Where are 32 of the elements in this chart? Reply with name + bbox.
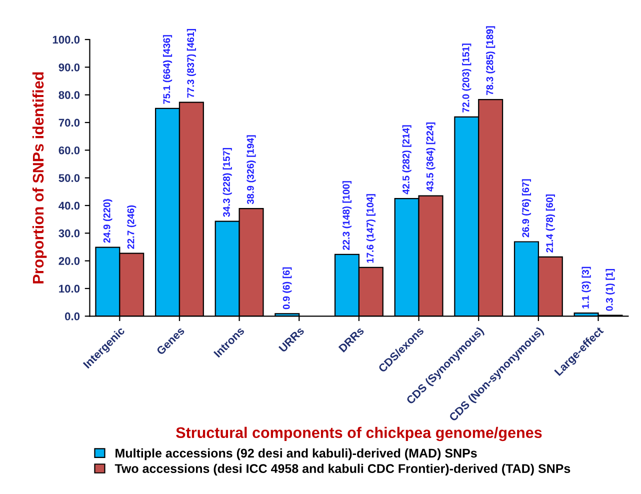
data-label: 34.3 (228) [157] [222, 148, 232, 217]
y-tick-label: 30.0 [58, 229, 80, 238]
data-label: 21.4 (78) [60] [546, 194, 555, 252]
y-tick-label: 90.0 [58, 63, 80, 72]
data-label: 77.3 (837) [461] [186, 28, 196, 98]
data-label: 72.0 (203) [151] [462, 44, 472, 112]
data-label: 26.9 (76) [67] [522, 179, 532, 238]
y-tick-label: 50.0 [58, 174, 80, 182]
data-label: 22.3 (148) [100] [342, 181, 352, 250]
data-label: 43.5 (364) [224] [426, 122, 436, 192]
data-label: 78.3 (285) [189] [486, 26, 496, 95]
y-tick-label: 60.0 [58, 146, 80, 154]
y-tick-label: 0.0 [65, 312, 80, 320]
y-axis-title: Proportion of SNPs identified [32, 72, 47, 284]
data-label: 75.1 (664) [436] [162, 35, 172, 104]
data-label: 24.9 (220) [103, 199, 112, 243]
data-label: 0.3 (1) [1] [606, 269, 615, 311]
data-label: 38.9 (326) [194] [246, 135, 256, 204]
y-tick-label: 80.0 [58, 91, 80, 99]
y-tick-label: 100.0 [52, 36, 80, 44]
data-label: 1.1 (3) [3] [582, 266, 591, 308]
data-label: 0.9 (6) [6] [282, 267, 292, 310]
data-label: 42.5 (282) [214] [402, 125, 412, 194]
legend-label: Two accessions (desi ICC 4958 and kabuli CDC Frontier)-derived (TAD) SNPs [114, 464, 570, 476]
legend-label: Multiple accessions (92 desi and kabuli)-derived (MAD) SNPs [116, 448, 477, 460]
y-tick-label: 20.0 [58, 257, 80, 265]
data-label: 22.7 (246) [127, 205, 136, 249]
y-tick-label: 40.0 [58, 202, 80, 210]
x-axis-title: Structural components of chickpea genome/genes [176, 426, 542, 442]
data-label: 17.6 (147) [104] [366, 194, 376, 263]
y-tick-label: 10.0 [59, 284, 80, 293]
y-tick-label: 70.0 [58, 118, 80, 127]
